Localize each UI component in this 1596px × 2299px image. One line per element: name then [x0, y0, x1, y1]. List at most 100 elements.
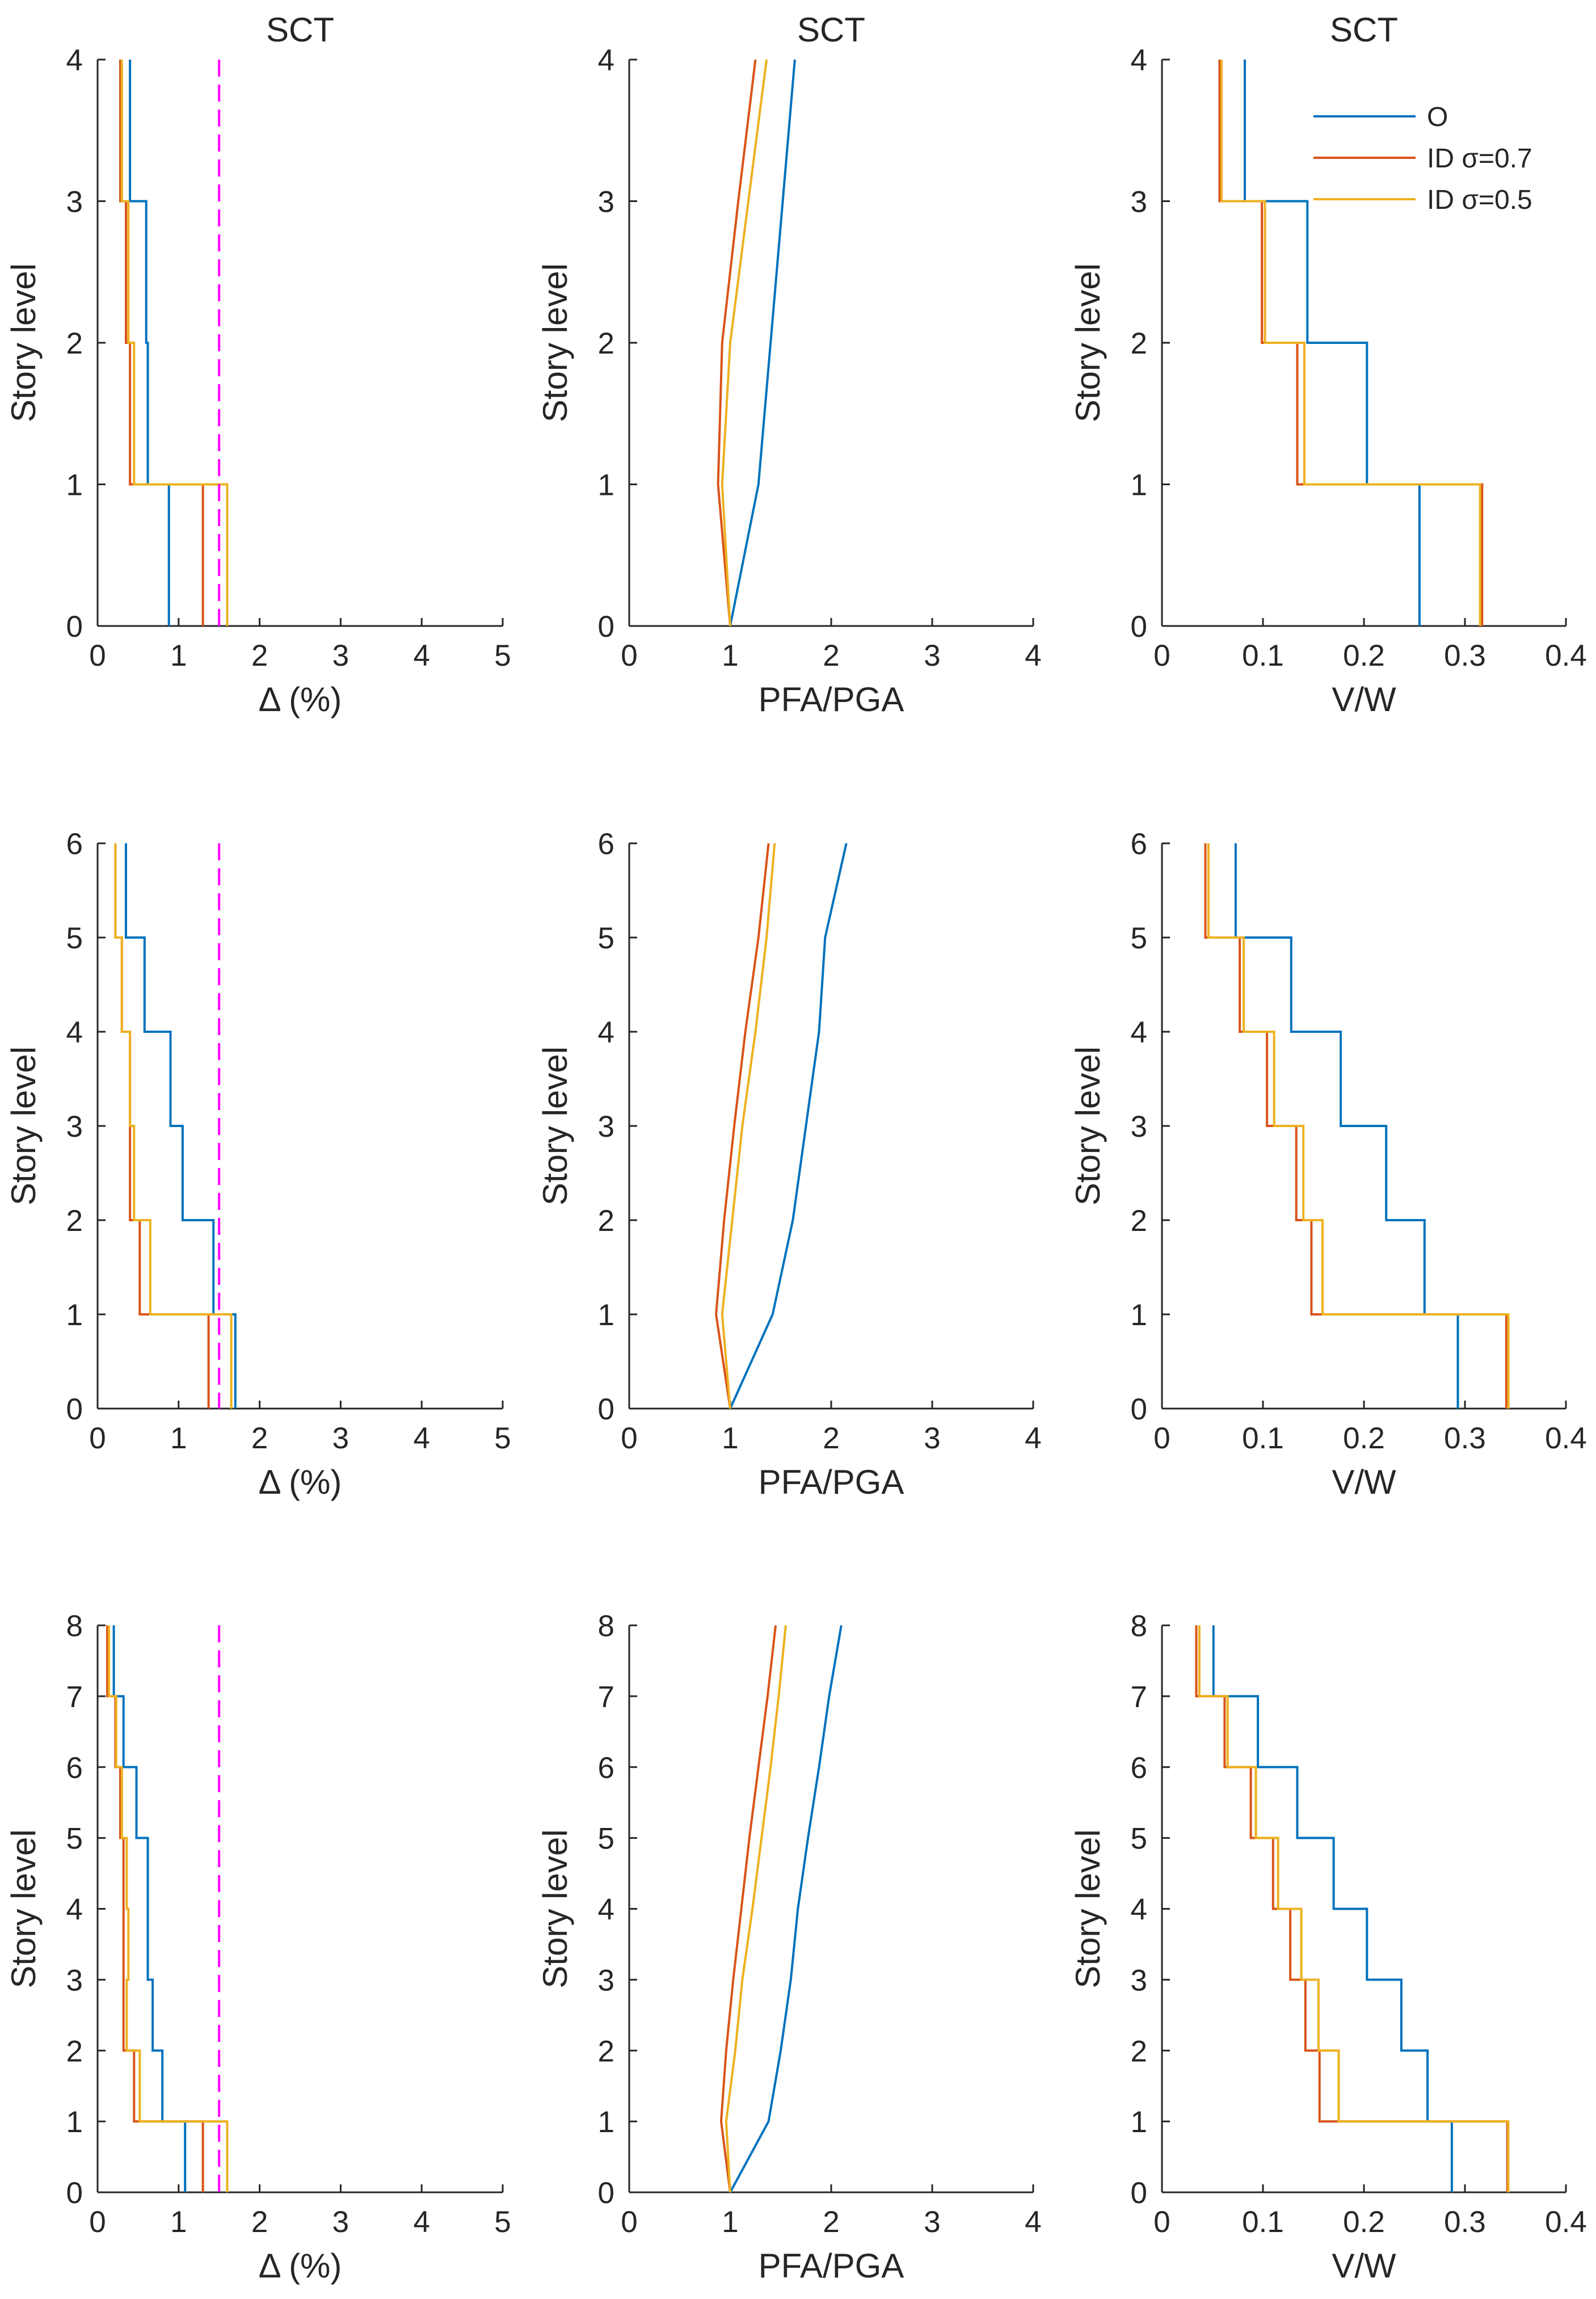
series-line-id-0.5: [108, 1625, 229, 2192]
x-tick-label: 4: [1025, 639, 1041, 673]
y-tick-label: 2: [598, 1204, 614, 1238]
x-tick-label: 3: [924, 639, 940, 673]
x-tick-label: 2: [251, 2205, 268, 2239]
series-line-o: [729, 59, 796, 627]
y-tick-label: 5: [66, 922, 83, 955]
y-tick-label: 5: [598, 922, 614, 955]
y-tick-label: 4: [66, 1016, 83, 1049]
y-tick-label: 1: [1131, 1298, 1147, 1332]
y-tick-label: 8: [598, 1609, 614, 1643]
y-tick-label: 3: [66, 1110, 83, 1144]
x-tick-label: 1: [170, 2205, 187, 2239]
y-tick-label: 2: [598, 327, 614, 360]
panel-title: SCT: [266, 11, 334, 49]
y-tick-label: 7: [598, 1680, 614, 1714]
y-tick-label: 1: [598, 1298, 614, 1332]
x-tick-label: 2: [823, 1422, 839, 1455]
y-tick-label: 0: [1131, 610, 1147, 644]
y-tick-label: 4: [66, 44, 83, 77]
series-line-id-0.5: [1198, 1625, 1510, 2192]
x-tick-label: 5: [494, 639, 511, 673]
y-tick-label: 3: [1131, 186, 1147, 219]
y-tick-label: 2: [66, 327, 83, 360]
x-tick-label: 0.2: [1343, 639, 1385, 673]
series-line-id-0.5: [114, 843, 233, 1409]
y-tick-label: 1: [598, 469, 614, 502]
y-tick-label: 1: [598, 2105, 614, 2139]
x-tick-label: 3: [924, 1422, 940, 1455]
x-tick-label: 0: [621, 2205, 637, 2239]
y-tick-label: 4: [598, 44, 614, 77]
y-tick-label: 2: [66, 1204, 83, 1238]
series-line-id-0.5: [725, 1625, 787, 2193]
y-tick-label: 4: [1131, 1016, 1147, 1049]
chart-panel-r1-c3: 0 0.1 0.2 0.3 0.4 0 1 2 3 4 V/W Story level SCT O ID σ…: [1069, 11, 1587, 718]
y-tick-label: 1: [1131, 469, 1147, 502]
y-tick-label: 8: [66, 1609, 83, 1643]
series-line-id-0.5: [120, 60, 229, 626]
series-line-id-0.7: [717, 59, 757, 627]
x-tick-label: 0.1: [1242, 2205, 1284, 2239]
y-tick-label: 3: [66, 1964, 83, 1997]
x-tick-label: 0: [89, 2205, 106, 2239]
x-tick-label: 0.4: [1545, 639, 1587, 673]
y-tick-label: 0: [1131, 2176, 1147, 2210]
x-tick-label: 0.1: [1242, 639, 1284, 673]
y-tick-label: 6: [1131, 1751, 1147, 1785]
x-tick-label: 1: [722, 1422, 738, 1455]
x-tick-label: 0: [89, 639, 106, 673]
y-tick-label: 6: [1131, 827, 1147, 861]
legend-label: ID σ=0.5: [1427, 185, 1532, 215]
chart-panel-r2-c3: 0 0.1 0.2 0.3 0.4 0 1 2 3 4 5 6 V/W Story level: [1069, 827, 1587, 1501]
chart-panel-r2-c1: 0 1 2 3 4 5 0 1 2 3 4 5 6 Δ (%) Story level: [5, 827, 511, 1501]
y-tick-label: 5: [1131, 1822, 1147, 1856]
series-line-id-0.5: [1207, 843, 1510, 1409]
series-line-o: [1212, 1625, 1453, 2192]
y-axis-label: Story level: [5, 263, 43, 422]
x-tick-label: 4: [1025, 1422, 1041, 1455]
y-tick-label: 3: [66, 186, 83, 219]
y-tick-label: 4: [598, 1893, 614, 1927]
chart-panel-r3-c1: 0 1 2 3 4 5 0 1 2 3 4 5 6 7 8 Δ (%) Story level: [5, 1609, 511, 2285]
x-tick-label: 5: [494, 1422, 511, 1455]
y-tick-label: 2: [1131, 1204, 1147, 1238]
chart-panel-r3-c3: 0 0.1 0.2 0.3 0.4 0 1 2 3 4 5 6 7 8 V/W Story level: [1069, 1609, 1587, 2285]
x-tick-label: 1: [170, 639, 187, 673]
y-tick-label: 1: [66, 2105, 83, 2139]
y-tick-label: 4: [66, 1893, 83, 1927]
y-tick-label: 3: [598, 186, 614, 219]
y-tick-label: 0: [598, 1393, 614, 1426]
x-axis-label: Δ (%): [259, 680, 342, 718]
y-tick-label: 6: [66, 827, 83, 861]
x-tick-label: 2: [823, 2205, 839, 2239]
series-line-id-0.5: [721, 59, 768, 627]
y-axis-label: Story level: [536, 1829, 574, 1988]
y-tick-label: 1: [66, 469, 83, 502]
chart-panel-r3-c2: 0 1 2 3 4 0 1 2 3 4 5 6 7 8 PFA/PGA Story level: [536, 1609, 1042, 2285]
y-tick-label: 2: [1131, 327, 1147, 360]
y-axis-label: Story level: [1069, 1829, 1107, 1988]
x-axis-label: V/W: [1332, 680, 1396, 718]
x-tick-label: 1: [722, 2205, 738, 2239]
y-axis-label: Story level: [5, 1829, 43, 1988]
series-line-id-0.5: [721, 843, 776, 1409]
x-tick-label: 2: [251, 1422, 268, 1455]
panel-title: SCT: [1330, 11, 1398, 49]
x-tick-label: 4: [413, 639, 429, 673]
x-tick-label: 0.3: [1444, 639, 1486, 673]
x-axis-label: Δ (%): [259, 1463, 342, 1501]
x-axis-label: PFA/PGA: [759, 1463, 904, 1501]
legend: O ID σ=0.7 ID σ=0.5: [1313, 102, 1532, 215]
y-axis-label: Story level: [536, 263, 574, 422]
series-line-id-0.7: [106, 1625, 204, 2192]
x-tick-label: 3: [924, 2205, 940, 2239]
chart-panel-r1-c2: 0 1 2 3 4 0 1 2 3 4 PFA/PGA Story level SCT: [536, 11, 1042, 718]
x-tick-label: 3: [332, 1422, 349, 1455]
y-tick-label: 0: [1131, 1393, 1147, 1426]
y-tick-label: 6: [66, 1751, 83, 1785]
x-tick-label: 0: [1153, 639, 1170, 673]
series-line-o: [129, 60, 170, 626]
x-tick-label: 4: [413, 2205, 429, 2239]
chart-panel-r1-c1: 0 1 2 3 4 5 0 1 2 3 4 Δ (%) Story level SCT: [5, 11, 511, 718]
